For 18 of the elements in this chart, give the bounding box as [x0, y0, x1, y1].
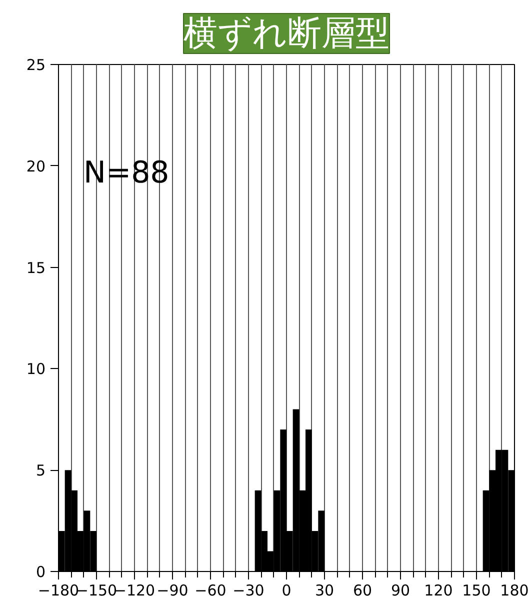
x-tick-label: −60 — [194, 582, 226, 600]
x-tick-label: −30 — [232, 582, 264, 600]
x-tick-label: 150 — [462, 582, 491, 600]
y-tick-label: 0 — [36, 563, 46, 581]
y-tick-label: 25 — [26, 56, 46, 74]
x-tick-label: 60 — [352, 582, 372, 600]
y-tick-label: 15 — [26, 258, 46, 277]
chart-title: 横ずれ断層型 — [184, 14, 390, 54]
x-tick-label: −180 — [38, 582, 80, 600]
x-tick-label: 0 — [282, 582, 292, 600]
y-tick-label: 20 — [26, 157, 46, 176]
x-tick-label: 180 — [500, 582, 529, 600]
x-tick-label: −90 — [156, 582, 188, 600]
x-tick-label: 90 — [390, 582, 410, 600]
y-tick-label: 10 — [26, 360, 46, 378]
y-tick-label: 5 — [36, 462, 46, 480]
x-tick-label: 30 — [314, 582, 334, 600]
x-tick-label: 120 — [424, 582, 453, 600]
